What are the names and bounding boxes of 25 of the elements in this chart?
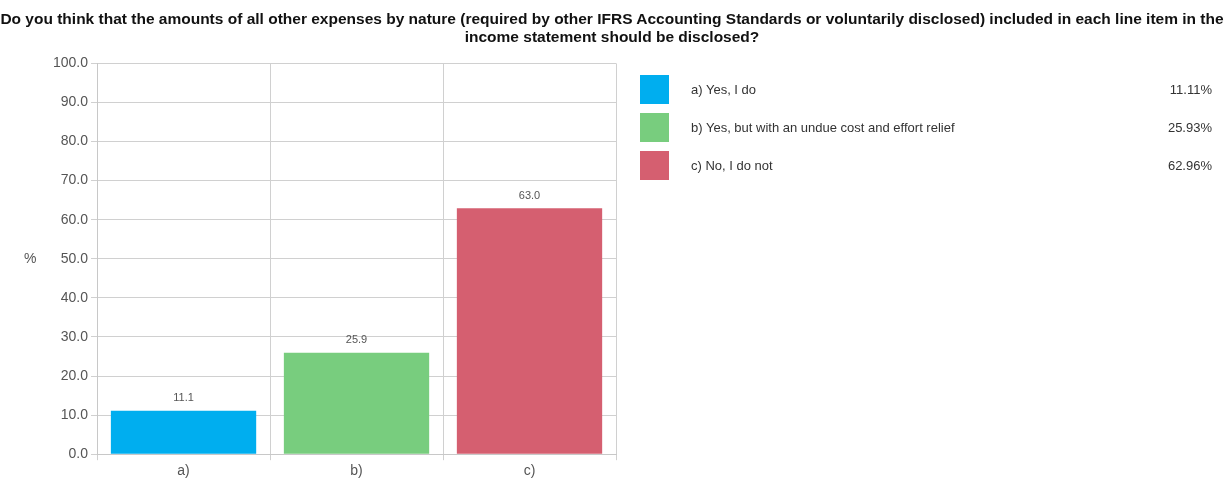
y-tick-label: 0.0 [68,445,89,462]
text: 62.96% [1167,157,1212,173]
y-tick-label: 100.0 [52,54,89,71]
legend-label: c) No, I do not [691,157,774,173]
data-label: 11.1 [173,391,194,404]
y-tick-label: 30.0 [60,327,89,344]
x-tick-label: c) [523,462,536,479]
y-tick-label: 80.0 [60,132,89,149]
y-tick-label: 70.0 [60,171,89,188]
text: 11.11% [1169,81,1212,97]
chart-title: Do you think that the amounts of all other expenses by nature (required by other IFRS Accounting Standards or voluntarily disclosed) included in each line item in the income statement should be disclosed? [0,10,1224,46]
y-tick-label: 10.0 [60,405,89,422]
data-label: 63.0 [518,188,541,201]
y-tick-label: 60.0 [60,210,89,227]
y-axis-title: % [24,249,37,266]
legend-label: b) Yes, but with an undue cost and effort relief [691,119,956,135]
y-tick-label: 20.0 [60,366,89,383]
y-tick-label: 90.0 [60,93,89,110]
legend-label: a) Yes, I do [691,81,758,97]
y-tick-label: 40.0 [60,288,89,305]
text: 25.93% [1167,119,1212,135]
y-tick-label: 50.0 [60,249,89,266]
x-tick-label: a) [177,462,190,479]
x-tick-label: b) [350,462,363,479]
data-label: 25.9 [345,333,368,346]
